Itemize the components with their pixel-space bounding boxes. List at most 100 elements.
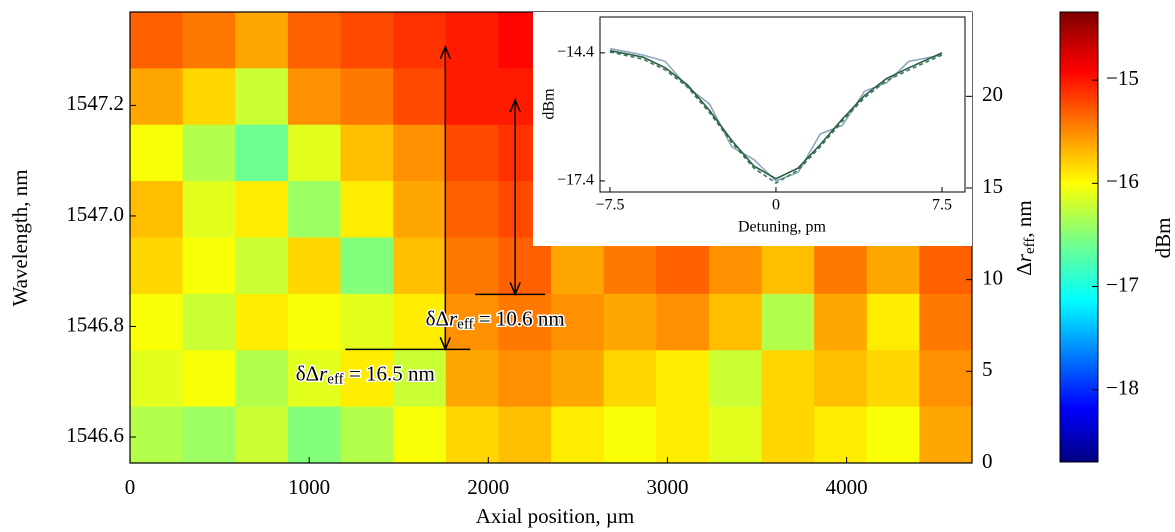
arrow-head <box>509 98 521 113</box>
colorbar-label: dBm <box>1151 218 1175 259</box>
inset-line <box>609 49 943 180</box>
y2-label-part: Δ <box>1012 262 1036 276</box>
heat-cell <box>235 237 289 295</box>
heat-cell <box>445 237 499 295</box>
heat-cell <box>130 68 184 126</box>
heat-cell <box>708 350 762 408</box>
heat-cell <box>445 68 499 126</box>
heat-cell <box>287 237 341 295</box>
heat-cell <box>235 406 289 464</box>
inset-background <box>533 12 972 246</box>
heat-cell <box>445 181 499 238</box>
heat-cell <box>393 181 447 238</box>
heat-cell <box>235 181 289 238</box>
y2-tick-label: 0 <box>982 449 993 473</box>
inset-x-tick-label: 7.5 <box>932 197 952 214</box>
inset-y-tick-label: −14.4 <box>557 44 594 61</box>
heat-cell <box>182 293 236 351</box>
heat-cell <box>340 406 394 464</box>
heat-cell <box>235 124 289 182</box>
heat-cell <box>182 406 236 464</box>
heat-cell <box>235 293 289 351</box>
heat-cell <box>919 293 973 351</box>
heat-cell <box>656 406 710 464</box>
y2-tick-label: 10 <box>982 265 1003 289</box>
heat-cell <box>761 293 815 351</box>
heat-cell <box>814 293 868 351</box>
heat-cell <box>551 350 605 408</box>
inset-y-tick-label: −17.4 <box>557 172 594 189</box>
heat-cell <box>287 350 341 408</box>
heat-cell <box>603 406 657 464</box>
inset-line <box>609 51 943 184</box>
heat-cell <box>761 237 815 295</box>
x-tick-label: 4000 <box>826 475 868 499</box>
heat-cell <box>393 68 447 126</box>
heat-cell <box>235 12 289 69</box>
inset-frame <box>599 16 966 193</box>
annotation-label-part: r <box>449 306 458 330</box>
heat-cell <box>551 406 605 464</box>
heat-cell <box>393 293 447 351</box>
colorbar <box>1059 11 1099 463</box>
inset-y-label: dBm <box>541 88 558 120</box>
heat-cell <box>393 124 447 182</box>
heat-cell <box>130 406 184 464</box>
heat-cell <box>445 124 499 182</box>
heat-cell <box>340 181 394 238</box>
heat-cell <box>708 293 762 351</box>
heat-cell <box>445 350 499 408</box>
y2-tick-label: 5 <box>982 357 993 381</box>
heat-cell <box>445 293 499 351</box>
heat-cell <box>287 124 341 182</box>
heat-cell <box>287 406 341 464</box>
heat-cell <box>866 293 920 351</box>
heat-cell <box>498 406 552 464</box>
heat-cell <box>919 237 973 295</box>
heat-cell <box>866 406 920 464</box>
y-tick-label: 1546.6 <box>66 423 124 447</box>
y2-tick-label: 15 <box>982 174 1003 198</box>
heat-cell <box>814 350 868 408</box>
heat-cell <box>182 68 236 126</box>
heat-cell <box>603 350 657 408</box>
heat-cell <box>656 293 710 351</box>
heat-cell <box>393 237 447 295</box>
heat-cell <box>287 68 341 126</box>
annotation-label-part: r <box>319 361 328 385</box>
y-tick-label: 1547.2 <box>66 91 124 115</box>
heat-cell <box>708 406 762 464</box>
y2-axis-label: Δreff, nm <box>1012 200 1039 275</box>
annotation-label-part: eff <box>457 317 473 333</box>
heat-cell <box>393 12 447 69</box>
inset-x-label: Detuning, pm <box>738 219 827 236</box>
heat-cell <box>130 124 184 182</box>
arrow-head <box>439 44 451 60</box>
heat-cell <box>919 406 973 464</box>
heat-cell <box>866 350 920 408</box>
x-tick-label: 0 <box>125 475 136 499</box>
heat-cell <box>235 68 289 126</box>
y2-tick-label: 20 <box>982 82 1003 106</box>
inset-line <box>609 47 943 182</box>
heat-cell <box>656 350 710 408</box>
y2-label-part: r <box>1012 253 1036 262</box>
heat-cell <box>182 181 236 238</box>
x-tick-label: 1000 <box>288 475 330 499</box>
y2-label-part: eff <box>1022 238 1038 254</box>
annotation-label: δΔreff = 16.5 nm <box>296 361 435 388</box>
y2-label-part: , nm <box>1012 200 1036 237</box>
heat-cell <box>919 350 973 408</box>
heat-cell <box>182 350 236 408</box>
x-tick-label: 2000 <box>467 475 509 499</box>
y-tick-label: 1546.8 <box>66 312 124 336</box>
heat-cell <box>498 237 552 295</box>
heat-cell <box>287 293 341 351</box>
heat-cell <box>866 237 920 295</box>
heat-cell <box>287 181 341 238</box>
heat-cell <box>761 350 815 408</box>
heat-cell <box>445 406 499 464</box>
heat-cell <box>340 293 394 351</box>
heat-cell <box>814 406 868 464</box>
